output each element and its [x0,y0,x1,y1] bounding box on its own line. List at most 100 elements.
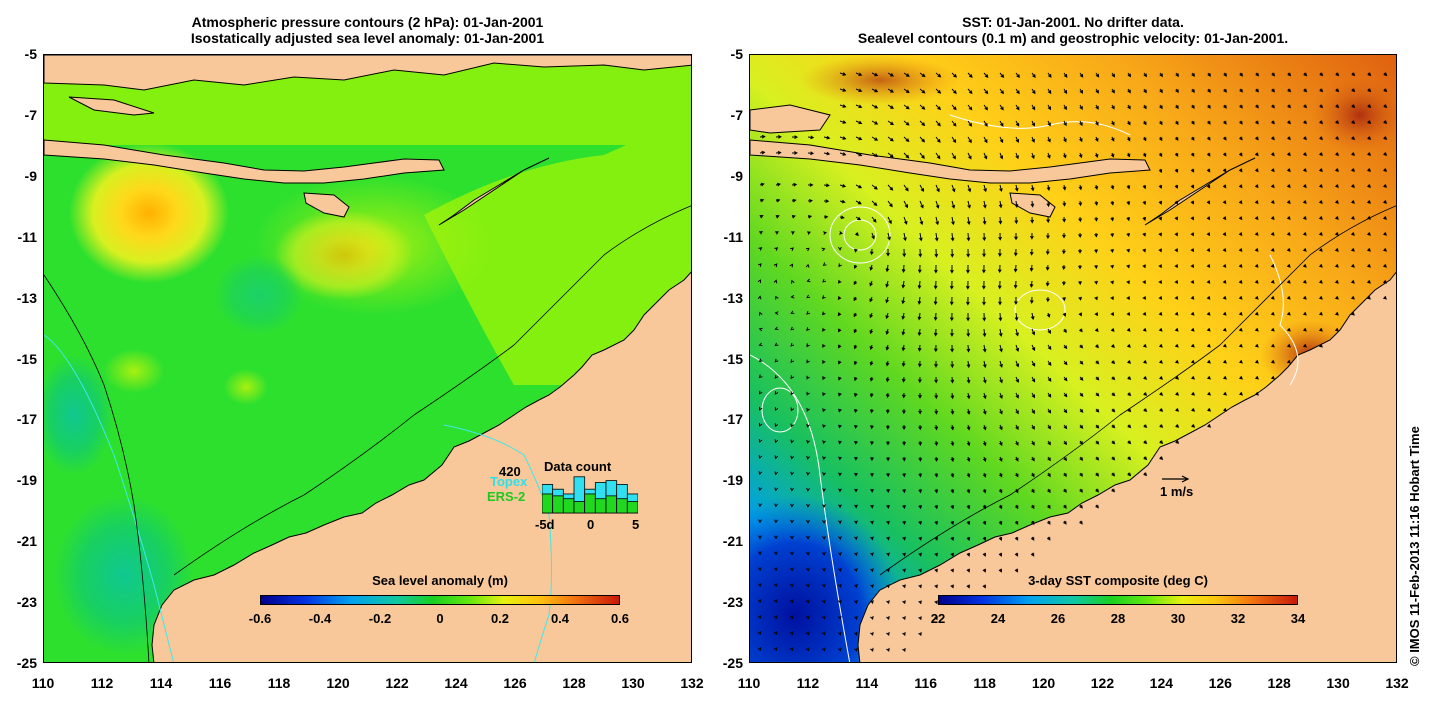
velocity-arrow [1159,104,1163,110]
x-axis-tick-label: 112 [90,675,114,691]
velocity-arrow [790,423,795,428]
velocity-arrow [1351,168,1355,173]
velocity-arrow [1143,72,1148,78]
x-axis-tick-label: 118 [973,675,996,691]
velocity-arrow [887,120,894,126]
velocity-arrow [902,424,906,431]
velocity-arrow [1254,216,1259,221]
velocity-arrow [789,583,794,588]
velocity-arrow [902,248,907,258]
velocity-arrow [1014,504,1019,510]
velocity-arrow [774,455,779,460]
data-count-topex-label: Topex [490,474,528,489]
velocity-arrow [790,503,794,508]
velocity-arrow [1126,312,1131,316]
velocity-arrow [806,455,810,460]
velocity-arrow [838,552,842,557]
velocity-arrow [1271,343,1275,348]
velocity-arrow [1239,72,1244,77]
velocity-arrow [1062,216,1067,223]
velocity-arrow [1079,328,1083,333]
velocity-arrow [1351,216,1355,220]
velocity-arrow [1126,264,1130,269]
velocity-arrow [1031,376,1036,383]
velocity-arrow [1238,184,1243,189]
velocity-arrow [775,215,780,219]
velocity-arrow [919,152,925,159]
sst-hot-spot-3 [800,55,960,105]
velocity-arrow [1094,232,1098,238]
velocity-arrow [1319,184,1323,189]
velocity-arrow [966,360,971,369]
x-axis-tick-label: 110 [737,675,761,691]
velocity-arrow [854,504,858,509]
velocity-arrow [1367,88,1372,93]
y-axis-tick-label: -17 [722,411,743,428]
velocity-arrow [1015,472,1019,478]
velocity-arrow [967,136,972,144]
velocity-arrow [854,599,858,604]
sst-map-panel: 1 m/s 3-day SST composite (deg C) 22 24 26… [749,54,1397,663]
velocity-arrow [1063,504,1067,509]
velocity-arrow [1063,488,1067,493]
velocity-arrow [1062,152,1067,159]
velocity-arrow [1206,311,1211,316]
velocity-arrow [1030,200,1035,208]
velocity-arrow [806,231,811,235]
velocity-arrow [1063,104,1067,111]
velocity-arrow [1029,248,1034,256]
velocity-arrow [949,280,954,290]
velocity-arrow [1015,104,1020,111]
velocity-arrow [887,184,894,191]
velocity-arrow [982,584,986,589]
velocity-arrow [1254,184,1259,189]
velocity-arrow [998,216,1003,225]
velocity-arrow [886,424,890,430]
velocity-arrow [999,72,1005,79]
velocity-arrow [869,360,874,366]
sla-pressure-contour [44,334,175,662]
velocity-arrow [1335,152,1339,157]
velocity-arrow [759,150,766,155]
velocity-arrow [806,423,810,428]
velocity-arrow [1015,360,1020,368]
velocity-arrow [871,216,877,223]
velocity-arrow [853,376,858,382]
velocity-arrow [773,615,778,620]
velocity-arrow [983,88,989,95]
velocity-arrow [966,216,971,226]
y-axis-tick-label: -9 [24,167,37,184]
velocity-arrow [1142,312,1147,316]
velocity-arrow [806,487,810,492]
velocity-arrow [934,472,939,478]
velocity-arrow [758,487,763,492]
velocity-arrow [1111,88,1115,94]
velocity-arrow [774,311,779,315]
velocity-arrow [1223,359,1227,364]
sst-velocity-scale-label: 1 m/s [1160,484,1194,499]
velocity-arrow [1047,88,1052,95]
sla-colorbar [260,595,620,605]
velocity-arrow [982,520,987,526]
velocity-arrow [983,392,987,400]
velocity-arrow [1079,104,1083,111]
velocity-arrow [1079,456,1084,461]
velocity-arrow [983,104,988,111]
velocity-arrow [1063,376,1068,382]
data-count-x-tick-1: -5d [535,517,555,532]
velocity-arrow [854,472,858,477]
velocity-arrow [1110,216,1115,222]
velocity-arrow [903,136,910,143]
velocity-arrow [918,456,923,462]
velocity-arrow [1367,168,1371,172]
data-count-chart [542,476,638,514]
velocity-arrow [1367,152,1372,157]
velocity-arrow [1367,72,1372,77]
velocity-arrow [917,328,922,337]
velocity-arrow [982,328,987,338]
velocity-arrow [902,408,906,415]
velocity-arrow [855,120,863,125]
velocity-arrow [1206,184,1211,189]
velocity-arrow [1367,184,1371,188]
velocity-arrow [982,552,987,557]
